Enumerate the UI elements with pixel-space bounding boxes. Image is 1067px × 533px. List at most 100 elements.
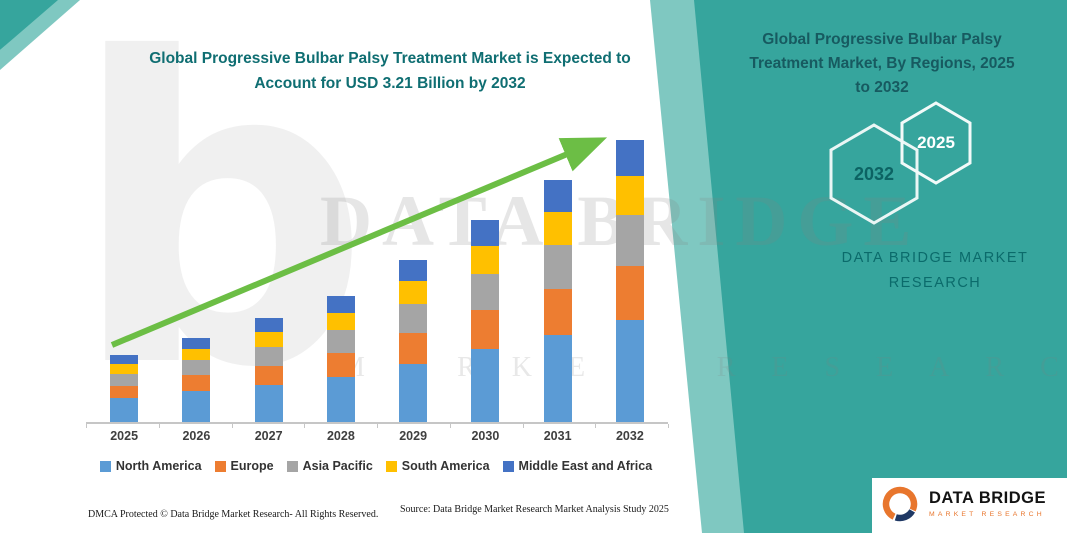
- bar-stack: [615, 139, 644, 422]
- bar-segment-north-america: [615, 319, 644, 422]
- bar-stack: [326, 296, 355, 422]
- legend-item-middle-east-and-africa: Middle East and Africa: [502, 459, 653, 473]
- axis-tick: [668, 424, 669, 428]
- x-axis-label: 2027: [254, 429, 283, 443]
- bar-segment-south-america: [254, 332, 283, 348]
- bar-segment-middle-east-and-africa: [615, 139, 644, 176]
- bar-segment-asia-pacific: [543, 245, 572, 290]
- bar-segment-europe: [543, 289, 572, 335]
- panel-title-line3: to 2032: [855, 79, 909, 96]
- bar-segment-middle-east-and-africa: [254, 318, 283, 333]
- legend-label: North America: [115, 459, 202, 473]
- panel-title-line1: Global Progressive Bulbar Palsy: [762, 31, 1002, 48]
- bar-segment-middle-east-and-africa: [182, 337, 211, 350]
- bar-segment-asia-pacific: [615, 215, 644, 267]
- bar-segment-middle-east-and-africa: [471, 219, 500, 247]
- bar-segment-south-america: [615, 175, 644, 216]
- watermark-market-research: MARKET RESEARCH: [340, 352, 1067, 383]
- bar-segment-south-america: [182, 349, 211, 361]
- dmca-notice: DMCA Protected © Data Bridge Market Rese…: [88, 509, 379, 520]
- bar-segment-south-america: [471, 246, 500, 275]
- bar-2029: [377, 120, 449, 422]
- legend-item-europe: Europe: [214, 459, 274, 473]
- stacked-bar-chart: [88, 120, 666, 422]
- panel-title: Global Progressive Bulbar Palsy Treatmen…: [712, 28, 1052, 100]
- legend-label: Middle East and Africa: [518, 459, 653, 473]
- bar-segment-north-america: [543, 334, 572, 422]
- bar-segment-europe: [615, 266, 644, 320]
- legend-swatch: [286, 460, 298, 472]
- axis-tick: [231, 424, 233, 428]
- legend-swatch: [502, 460, 514, 472]
- watermark-data-bridge: DATA BRIDGE: [320, 181, 922, 261]
- bar-segment-south-america: [326, 312, 355, 331]
- x-axis-label: 2031: [543, 429, 572, 443]
- bar-segment-europe: [182, 375, 211, 392]
- bar-segment-europe: [399, 333, 428, 364]
- bar-2030: [449, 120, 521, 422]
- bar-segment-north-america: [182, 391, 211, 422]
- hexagon-2025-label: 2025: [917, 133, 955, 152]
- panel-brand-text: DATA BRIDGE MARKET RESEARCH: [780, 246, 1067, 296]
- bar-stack: [182, 337, 211, 422]
- x-axis-labels: 2025 2026 2027 2028 2029 2030 2031 2032: [88, 429, 666, 443]
- chart-title-line1: Global Progressive Bulbar Palsy Treatmen…: [149, 50, 631, 67]
- bar-stack: [399, 260, 428, 422]
- logo-text: DATA BRIDGE MARKET RESEARCH: [929, 489, 1046, 518]
- bar-stack: [110, 355, 139, 422]
- legend-item-asia-pacific: Asia Pacific: [286, 459, 373, 473]
- bar-segment-north-america: [399, 363, 428, 422]
- bar-2027: [233, 120, 305, 422]
- panel-title-line2: Treatment Market, By Regions, 2025: [749, 55, 1015, 72]
- logo-mark-icon: [882, 486, 918, 522]
- axis-tick: [304, 424, 306, 428]
- legend-swatch: [99, 460, 111, 472]
- bar-segment-europe: [471, 310, 500, 349]
- bar-segment-south-america: [110, 363, 139, 374]
- bar-2031: [522, 120, 594, 422]
- bar-segment-asia-pacific: [326, 330, 355, 354]
- x-axis-label: 2026: [182, 429, 211, 443]
- axis-tick: [595, 424, 597, 428]
- hexagon-2025-icon: [900, 101, 972, 185]
- panel-brand-line1: DATA BRIDGE MARKET: [841, 250, 1029, 266]
- x-axis-label: 2025: [110, 429, 139, 443]
- hexagon-2032-icon: [829, 123, 919, 225]
- axis-tick: [377, 424, 378, 428]
- x-axis-line: [86, 422, 669, 428]
- axis-tick: [86, 424, 87, 428]
- bar-stack: [471, 219, 500, 422]
- data-bridge-logo: DATA BRIDGE MARKET RESEARCH: [878, 482, 1046, 526]
- bar-stack: [254, 318, 283, 422]
- chart-legend: North America Europe Asia Pacific South Ame…: [78, 459, 674, 473]
- legend-label: Europe: [230, 459, 274, 473]
- bar-segment-middle-east-and-africa: [110, 355, 139, 364]
- bar-segment-south-america: [399, 281, 428, 305]
- bar-segment-middle-east-and-africa: [326, 296, 355, 313]
- bar-segment-middle-east-and-africa: [543, 180, 572, 212]
- legend-label: Asia Pacific: [302, 459, 373, 473]
- bar-segment-europe: [254, 365, 283, 385]
- axis-tick: [449, 424, 451, 428]
- bar-segment-europe: [326, 353, 355, 378]
- bar-segment-north-america: [471, 349, 500, 422]
- bar-segment-north-america: [110, 398, 139, 422]
- axis-tick: [158, 424, 160, 428]
- bar-stack: [543, 180, 572, 422]
- bar-segment-north-america: [254, 385, 283, 422]
- trend-arrow: [110, 137, 608, 348]
- bar-segment-middle-east-and-africa: [399, 260, 428, 282]
- legend-swatch: [214, 460, 226, 472]
- chart-title: Global Progressive Bulbar Palsy Treatmen…: [110, 46, 670, 96]
- bar-segment-asia-pacific: [399, 304, 428, 334]
- chart-title-line2: Account for USD 3.21 Billion by 2032: [254, 75, 526, 92]
- logo-name: DATA BRIDGE: [929, 489, 1047, 507]
- logo-tagline: MARKET RESEARCH: [929, 511, 1045, 518]
- x-axis-label: 2030: [471, 429, 500, 443]
- bar-2028: [305, 120, 377, 422]
- x-axis-label: 2028: [326, 429, 355, 443]
- bar-segment-asia-pacific: [471, 274, 500, 311]
- bar-segment-south-america: [543, 211, 572, 246]
- legend-swatch: [385, 460, 397, 472]
